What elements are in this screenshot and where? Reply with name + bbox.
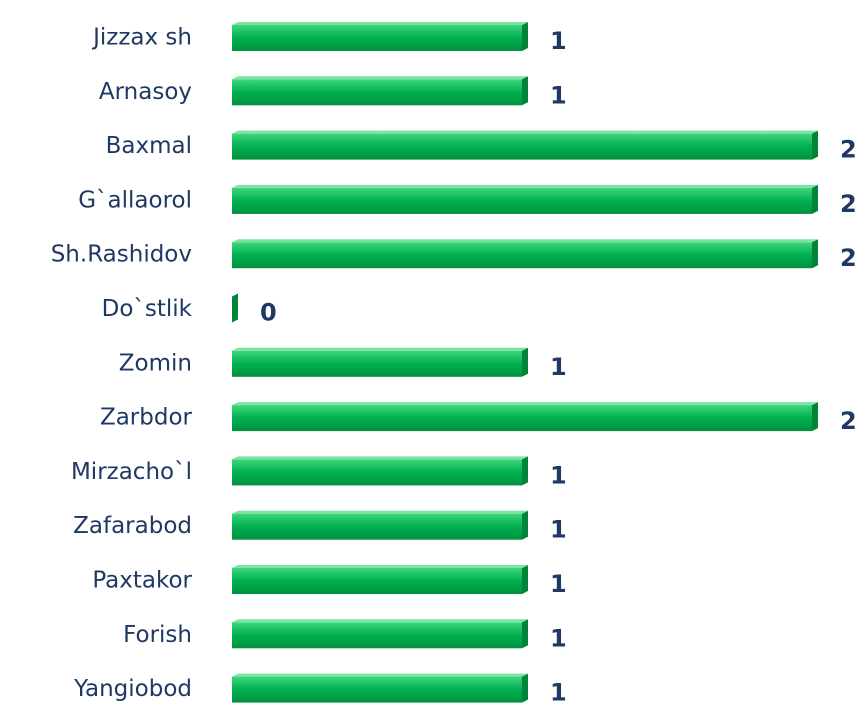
category-label: Jizzax sh <box>91 25 192 51</box>
bar-top <box>232 673 528 677</box>
category-label: Sh.Rashidov <box>51 242 192 268</box>
bar-top <box>232 619 528 623</box>
category-label: Zafarabod <box>73 513 192 539</box>
category-label: Zomin <box>119 350 192 376</box>
category-label: Mirzacho`l <box>71 459 192 485</box>
category-label: Baxmal <box>106 133 192 159</box>
value-label: 2 <box>840 407 857 435</box>
value-label: 1 <box>550 461 567 489</box>
value-label: 1 <box>550 516 567 544</box>
bar-side <box>232 293 238 323</box>
category-label: Zarbdor <box>100 405 193 431</box>
value-label: 2 <box>840 244 857 272</box>
bar-side <box>522 510 528 540</box>
category-label: Arnasoy <box>99 79 192 105</box>
bar-top <box>232 22 528 25</box>
bar-side <box>812 239 818 269</box>
bar-top <box>232 239 818 243</box>
value-label: 2 <box>840 136 857 164</box>
bar-top <box>232 130 818 134</box>
bar-top <box>232 347 528 351</box>
bar <box>232 133 812 160</box>
value-label: 2 <box>840 190 857 218</box>
value-label: 1 <box>550 624 567 652</box>
bar <box>232 459 522 486</box>
category-label: Yangiobod <box>73 676 192 702</box>
bar-side <box>522 22 528 51</box>
category-label: Forish <box>123 622 192 648</box>
bar-side <box>812 184 818 214</box>
bar-side <box>522 76 528 106</box>
bar-side <box>812 130 818 160</box>
bar-side <box>522 347 528 377</box>
bar-side <box>522 619 528 649</box>
category-label: G`allaorol <box>78 187 192 213</box>
bar <box>232 513 522 540</box>
value-label: 1 <box>550 353 567 381</box>
bar <box>232 568 522 594</box>
category-label: Do`stlik <box>102 296 193 322</box>
bar <box>232 187 812 214</box>
bar <box>232 25 522 51</box>
bar-side <box>522 456 528 486</box>
value-label: 1 <box>550 679 567 707</box>
bar <box>232 405 812 432</box>
bar-top <box>232 456 528 460</box>
bar <box>232 350 522 377</box>
bar-top <box>232 510 528 514</box>
category-label: Paxtakor <box>92 568 192 594</box>
bar <box>232 676 522 703</box>
bar <box>232 622 522 649</box>
bar-top <box>232 565 528 568</box>
bar-top <box>232 76 528 80</box>
bar <box>232 79 522 106</box>
bar <box>232 242 812 269</box>
bar-side <box>522 565 528 594</box>
value-label: 0 <box>260 299 277 327</box>
bar-top <box>232 402 818 406</box>
bar-side <box>522 673 528 703</box>
bar-side <box>812 402 818 432</box>
value-label: 1 <box>550 81 567 109</box>
value-label: 1 <box>550 27 567 55</box>
bar-top <box>232 184 818 188</box>
value-label: 1 <box>550 570 567 598</box>
